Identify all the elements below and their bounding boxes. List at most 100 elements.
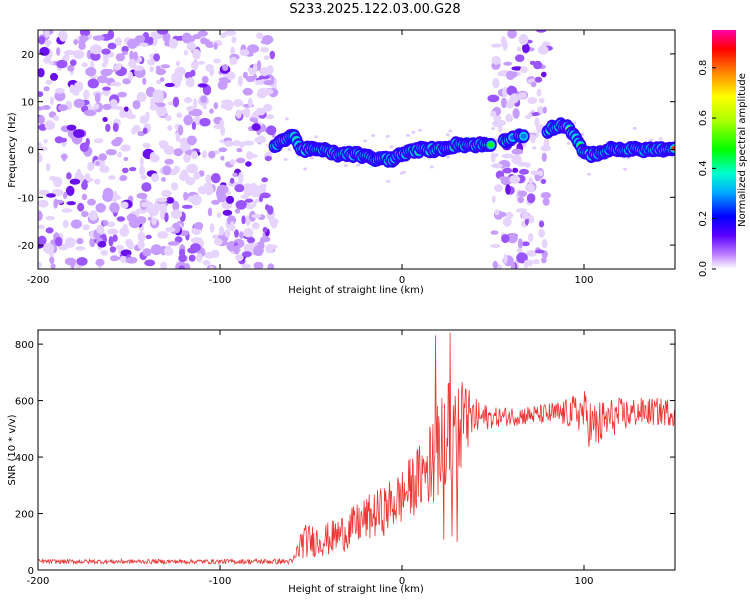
noise-blob [218, 226, 225, 236]
noise-blob [66, 124, 77, 131]
noise-blob [234, 229, 239, 238]
noise-blob [90, 51, 101, 61]
noise-blob [142, 248, 152, 257]
noise-blob [149, 152, 157, 162]
noise-blob [220, 103, 229, 109]
noise-blob [511, 66, 523, 71]
noise-blob [126, 213, 138, 222]
noise-blob [197, 60, 206, 65]
noise-blob [263, 55, 270, 60]
noise-blob [501, 234, 510, 244]
noise-blob [164, 82, 175, 88]
noise-blob [269, 50, 275, 60]
noise-blob [120, 144, 132, 152]
noise-blob [216, 192, 227, 203]
colorbar: 0.0 0.2 0.4 0.6 0.8 Normalized spectral ampl… [698, 30, 748, 277]
noise-blob [158, 140, 165, 147]
noise-blob [110, 81, 122, 87]
noise-blob [122, 51, 128, 56]
noise-blob [542, 106, 547, 114]
noise-blob [509, 175, 521, 184]
noise-blob [115, 106, 124, 111]
noise-blob [540, 178, 547, 184]
noise-blob [112, 122, 119, 132]
noise-speckle [371, 134, 376, 137]
noise-blob [132, 100, 141, 110]
noise-blob [527, 215, 535, 224]
noise-blob [256, 60, 262, 72]
noise-blob [38, 210, 43, 222]
noise-blob [242, 71, 248, 79]
noise-blob [38, 106, 45, 111]
noise-blob [207, 207, 213, 217]
noise-blob [181, 32, 192, 44]
noise-blob [529, 60, 536, 65]
noise-blob [162, 32, 171, 43]
noise-blob [64, 257, 77, 266]
noise-blob [45, 216, 55, 221]
noise-blob [157, 231, 169, 239]
noise-blob [526, 250, 537, 257]
noise-blob [246, 153, 258, 158]
noise-blob [243, 186, 248, 197]
noise-blob [502, 86, 508, 98]
noise-blob [213, 102, 219, 110]
noise-blob [235, 254, 244, 262]
noise-blob [183, 114, 193, 126]
noise-blob [56, 59, 68, 69]
noise-blob [242, 87, 253, 96]
noise-blob [122, 78, 131, 85]
noise-speckle [491, 127, 496, 130]
noise-blob [178, 137, 190, 145]
noise-blob [503, 253, 508, 264]
noise-blob [183, 97, 193, 104]
noise-blob [70, 219, 82, 229]
noise-blob [210, 249, 220, 258]
noise-blob [102, 187, 114, 199]
noise-blob [88, 210, 98, 221]
noise-blob [501, 153, 514, 159]
noise-blob [534, 117, 540, 128]
noise-blob [251, 213, 262, 219]
noise-blob [142, 142, 151, 149]
noise-blob [241, 263, 251, 269]
noise-blob [530, 170, 540, 176]
noise-blob [235, 208, 241, 214]
noise-blob [246, 204, 255, 210]
noise-blob [66, 172, 72, 180]
noise-blob [159, 77, 165, 82]
heatmap-y-ticks: -20 -10 0 10 20 [18, 50, 675, 252]
noise-blob [541, 71, 547, 78]
noise-blob [192, 48, 201, 60]
noise-blob [203, 182, 213, 191]
noise-blob [127, 38, 138, 49]
colorbar-tick-label: 0.4 [698, 160, 709, 176]
noise-blob [38, 199, 49, 208]
noise-blob [505, 211, 514, 219]
noise-blob [43, 56, 52, 64]
noise-blob [122, 167, 129, 174]
noise-blob [511, 154, 522, 165]
noise-blob [155, 68, 166, 76]
noise-blob [254, 107, 266, 116]
noise-blob [492, 78, 500, 89]
noise-blob [69, 84, 75, 94]
noise-blob [39, 46, 50, 56]
noise-blob [259, 47, 269, 53]
noise-blob [254, 198, 261, 203]
noise-blob [490, 230, 499, 235]
noise-blob [139, 157, 144, 166]
noise-blob [142, 77, 147, 86]
noise-blob [491, 195, 496, 203]
noise-speckle [632, 126, 637, 130]
noise-blob [79, 35, 89, 42]
noise-blob [196, 253, 203, 263]
noise-blob [161, 177, 166, 182]
snr-x-axis-label: Height of straight line (km) [288, 584, 424, 595]
noise-speckle [406, 133, 410, 137]
noise-blob [113, 64, 122, 71]
noise-blob [53, 115, 60, 121]
noise-blob [233, 245, 240, 255]
noise-blob [95, 203, 106, 213]
noise-blob [229, 159, 236, 166]
